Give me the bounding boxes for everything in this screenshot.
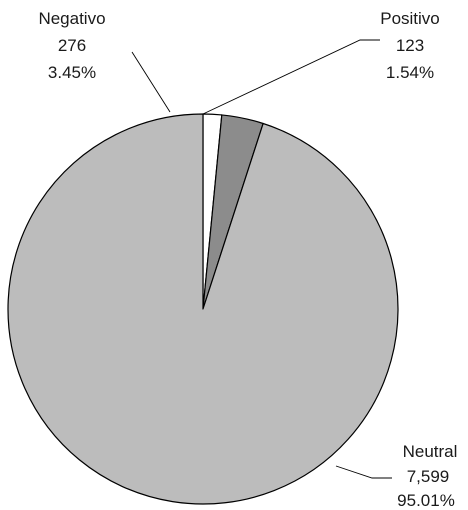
pie-slices [7, 113, 399, 505]
leader-line-neutral [335, 465, 392, 479]
label-negativo-name: Negativo [38, 9, 105, 28]
label-neutral-value: 7,599 [407, 467, 450, 486]
label-positivo-value: 123 [396, 36, 424, 55]
label-positivo-percent: 1.54% [386, 63, 434, 82]
pie-slice-neutral [7, 113, 399, 505]
label-neutral-name: Neutral [403, 442, 458, 461]
label-negativo-value: 276 [58, 36, 86, 55]
leader-line-positivo [202, 39, 380, 115]
leader-lines [131, 39, 392, 479]
label-neutral-percent: 95.01% [397, 491, 455, 510]
label-negativo-percent: 3.45% [48, 63, 96, 82]
label-positivo-name: Positivo [380, 9, 440, 28]
leader-line-negativo [131, 51, 171, 113]
